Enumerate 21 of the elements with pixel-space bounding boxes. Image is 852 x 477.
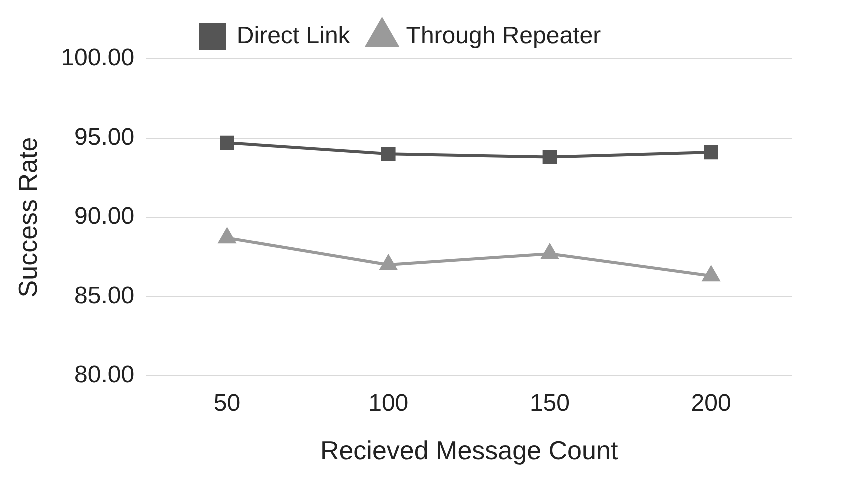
point	[381, 146, 396, 162]
point	[542, 244, 558, 260]
point	[702, 266, 720, 282]
y-axis-title: Success Rate	[12, 137, 43, 298]
legend-label: Direct Link	[236, 22, 352, 50]
x-tick-label: 200	[691, 390, 732, 418]
legend-label: Through Repeater	[406, 22, 602, 50]
point	[704, 145, 718, 160]
point	[380, 256, 398, 271]
x-axis-title: Recieved Message Count	[320, 436, 619, 466]
y-tick-label: 85.00	[74, 282, 135, 310]
point	[220, 136, 234, 150]
y-tick-label: 100.00	[61, 44, 135, 72]
point	[218, 228, 236, 244]
y-tick-label: 80.00	[74, 362, 135, 389]
point	[542, 150, 558, 164]
y-tick-label: 95.00	[74, 124, 135, 151]
y-tick-label: 90.00	[74, 203, 135, 230]
x-tick-label: 150	[530, 390, 570, 418]
x-tick-label: 100	[368, 390, 409, 418]
x-tick-label: 50	[214, 390, 241, 418]
